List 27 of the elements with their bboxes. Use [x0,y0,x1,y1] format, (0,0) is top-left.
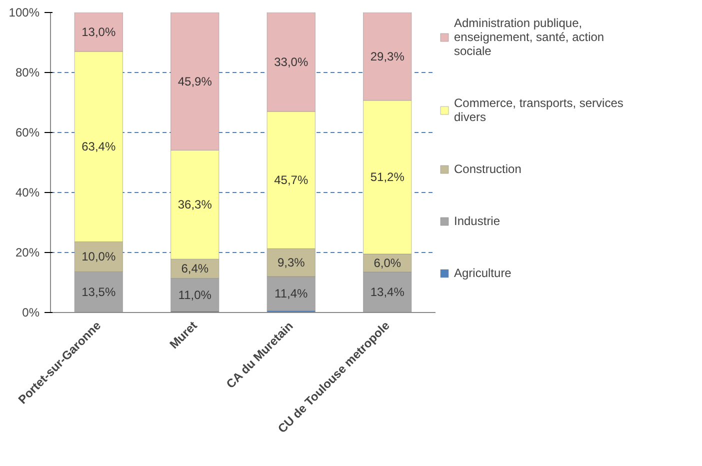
data-label: 13,5% [82,284,116,299]
data-label: 13,4% [370,285,405,300]
y-tick-label: 100% [8,6,40,20]
data-label: 29,3% [370,49,405,64]
data-label: 51,2% [370,170,405,184]
data-label: 33,0% [274,55,308,69]
data-label: 11,4% [274,286,308,301]
data-label: 11,0% [178,288,212,302]
y-tick-label: 40% [15,186,40,200]
y-tick-label: 80% [15,66,40,80]
legend-label: Administration publique, enseignement, santé, action sociale [454,16,604,58]
data-label: 13,0% [82,25,116,39]
data-label: 63,4% [82,140,116,154]
data-label: 45,9% [178,74,212,88]
data-label: 36,3% [178,198,212,212]
y-tick-label: 20% [15,246,40,260]
y-tick-label: 60% [15,126,40,140]
legend-label: Commerce, transports, services divers [454,96,624,124]
data-label: 9,3% [277,256,306,270]
legend-label: Construction [454,162,522,176]
legend-label: Agriculture [454,266,512,280]
data-label: 45,7% [274,173,308,188]
legend-label: Industrie [454,214,500,228]
data-label: 6,4% [181,262,209,276]
data-label: 10,0% [82,250,116,264]
y-tick-label: 0% [22,306,40,320]
data-label: 6,0% [374,256,402,270]
